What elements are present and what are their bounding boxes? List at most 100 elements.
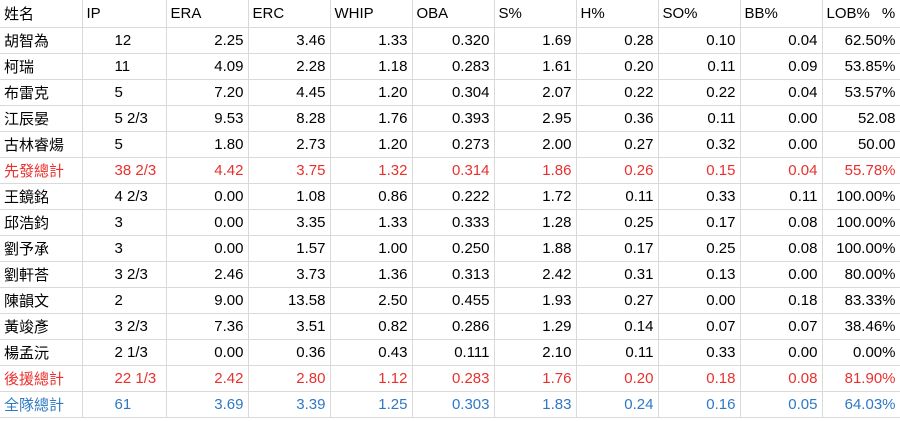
- cell-era: 4.09: [166, 53, 249, 80]
- cell-whip: 1.33: [330, 209, 413, 236]
- cell-bb-pct: 0.08: [740, 209, 823, 236]
- cell-bb-pct: 0.05: [740, 391, 823, 418]
- cell-era: 9.53: [166, 105, 249, 132]
- cell-oba: 0.320: [412, 27, 495, 54]
- cell-whip: 0.86: [330, 183, 413, 210]
- cell-erc: 3.46: [248, 27, 331, 54]
- cell-h-pct: 0.20: [576, 365, 659, 392]
- cell-ip: 22 1/3: [82, 365, 167, 392]
- subtotal-row: 先發總計 38 2/3 4.42 3.75 1.32 0.314 1.86 0.26 0.15 0…: [0, 157, 900, 184]
- cell-whip: 0.82: [330, 313, 413, 340]
- cell-era: 2.25: [166, 27, 249, 54]
- table-row: 古林睿煬 5 1.80 2.73 1.20 0.273 2.00 0.27 0.32 0.00 50…: [0, 131, 900, 158]
- cell-era: 0.00: [166, 339, 249, 366]
- cell-erc: 2.28: [248, 53, 331, 80]
- cell-whip: 2.50: [330, 287, 413, 314]
- cell-oba: 0.273: [412, 131, 495, 158]
- header-lob-pct: LOB%%: [822, 0, 900, 28]
- cell-so-pct: 0.33: [658, 339, 741, 366]
- cell-so-pct: 0.07: [658, 313, 741, 340]
- cell-h-pct: 0.24: [576, 391, 659, 418]
- cell-lob-pct: 52.08: [822, 105, 900, 132]
- cell-bb-pct: 0.04: [740, 27, 823, 54]
- cell-bb-pct: 0.04: [740, 157, 823, 184]
- table-row: 黃竣彥 3 2/3 7.36 3.51 0.82 0.286 1.29 0.14 0.07 0.0…: [0, 313, 900, 340]
- cell-ip: 3: [82, 209, 167, 236]
- cell-bb-pct: 0.09: [740, 53, 823, 80]
- cell-ip: 5 2/3: [82, 105, 167, 132]
- cell-s-pct: 2.42: [494, 261, 577, 288]
- cell-name: 江辰晏: [0, 105, 83, 132]
- cell-ip: 3 2/3: [82, 313, 167, 340]
- cell-bb-pct: 0.00: [740, 131, 823, 158]
- cell-era: 7.20: [166, 79, 249, 106]
- cell-whip: 1.20: [330, 79, 413, 106]
- cell-erc: 3.39: [248, 391, 331, 418]
- cell-era: 0.00: [166, 209, 249, 236]
- cell-oba: 0.455: [412, 287, 495, 314]
- cell-s-pct: 1.28: [494, 209, 577, 236]
- cell-lob-pct: 100.00%: [822, 183, 900, 210]
- table-row: 江辰晏 5 2/3 9.53 8.28 1.76 0.393 2.95 0.36 0.11 0.0…: [0, 105, 900, 132]
- table-row: 王鏡銘 4 2/3 0.00 1.08 0.86 0.222 1.72 0.11 0.33 0.1…: [0, 183, 900, 210]
- cell-ip: 5: [82, 131, 167, 158]
- cell-so-pct: 0.16: [658, 391, 741, 418]
- cell-erc: 0.36: [248, 339, 331, 366]
- header-so-pct: SO%: [658, 0, 741, 28]
- cell-bb-pct: 0.04: [740, 79, 823, 106]
- cell-so-pct: 0.11: [658, 105, 741, 132]
- cell-h-pct: 0.20: [576, 53, 659, 80]
- cell-s-pct: 1.86: [494, 157, 577, 184]
- cell-so-pct: 0.17: [658, 209, 741, 236]
- cell-erc: 3.73: [248, 261, 331, 288]
- table-row: 陳韻文 2 9.00 13.58 2.50 0.455 1.93 0.27 0.00 0.18 83…: [0, 287, 900, 314]
- cell-oba: 0.304: [412, 79, 495, 106]
- cell-erc: 1.08: [248, 183, 331, 210]
- cell-name: 楊孟沅: [0, 339, 83, 366]
- cell-erc: 13.58: [248, 287, 331, 314]
- cell-name: 胡智為: [0, 27, 83, 54]
- header-bb-pct: BB%: [740, 0, 823, 28]
- cell-oba: 0.333: [412, 209, 495, 236]
- cell-s-pct: 1.29: [494, 313, 577, 340]
- cell-lob-pct: 62.50%: [822, 27, 900, 54]
- cell-so-pct: 0.32: [658, 131, 741, 158]
- cell-lob-pct: 53.57%: [822, 79, 900, 106]
- cell-so-pct: 0.11: [658, 53, 741, 80]
- cell-so-pct: 0.33: [658, 183, 741, 210]
- cell-name: 黃竣彥: [0, 313, 83, 340]
- cell-name: 柯瑞: [0, 53, 83, 80]
- cell-name: 全隊總計: [0, 391, 83, 418]
- cell-h-pct: 0.36: [576, 105, 659, 132]
- cell-era: 2.46: [166, 261, 249, 288]
- cell-oba: 0.222: [412, 183, 495, 210]
- cell-s-pct: 2.07: [494, 79, 577, 106]
- cell-h-pct: 0.17: [576, 235, 659, 262]
- cell-bb-pct: 0.08: [740, 365, 823, 392]
- cell-ip: 61: [82, 391, 167, 418]
- table-row: 劉予承 3 0.00 1.57 1.00 0.250 1.88 0.17 0.25 0.08 100…: [0, 235, 900, 262]
- cell-bb-pct: 0.18: [740, 287, 823, 314]
- cell-lob-pct: 50.00: [822, 131, 900, 158]
- cell-name: 劉予承: [0, 235, 83, 262]
- cell-whip: 1.12: [330, 365, 413, 392]
- cell-h-pct: 0.22: [576, 79, 659, 106]
- cell-name: 邱浩鈞: [0, 209, 83, 236]
- cell-ip: 2: [82, 287, 167, 314]
- header-lob-label: LOB%: [826, 5, 870, 22]
- cell-lob-pct: 38.46%: [822, 313, 900, 340]
- cell-erc: 2.80: [248, 365, 331, 392]
- cell-so-pct: 0.10: [658, 27, 741, 54]
- cell-s-pct: 1.83: [494, 391, 577, 418]
- cell-era: 0.00: [166, 235, 249, 262]
- cell-s-pct: 1.69: [494, 27, 577, 54]
- cell-h-pct: 0.28: [576, 27, 659, 54]
- cell-whip: 1.33: [330, 27, 413, 54]
- cell-s-pct: 1.72: [494, 183, 577, 210]
- cell-whip: 1.76: [330, 105, 413, 132]
- cell-lob-pct: 55.78%: [822, 157, 900, 184]
- cell-erc: 3.75: [248, 157, 331, 184]
- cell-era: 4.42: [166, 157, 249, 184]
- cell-oba: 0.313: [412, 261, 495, 288]
